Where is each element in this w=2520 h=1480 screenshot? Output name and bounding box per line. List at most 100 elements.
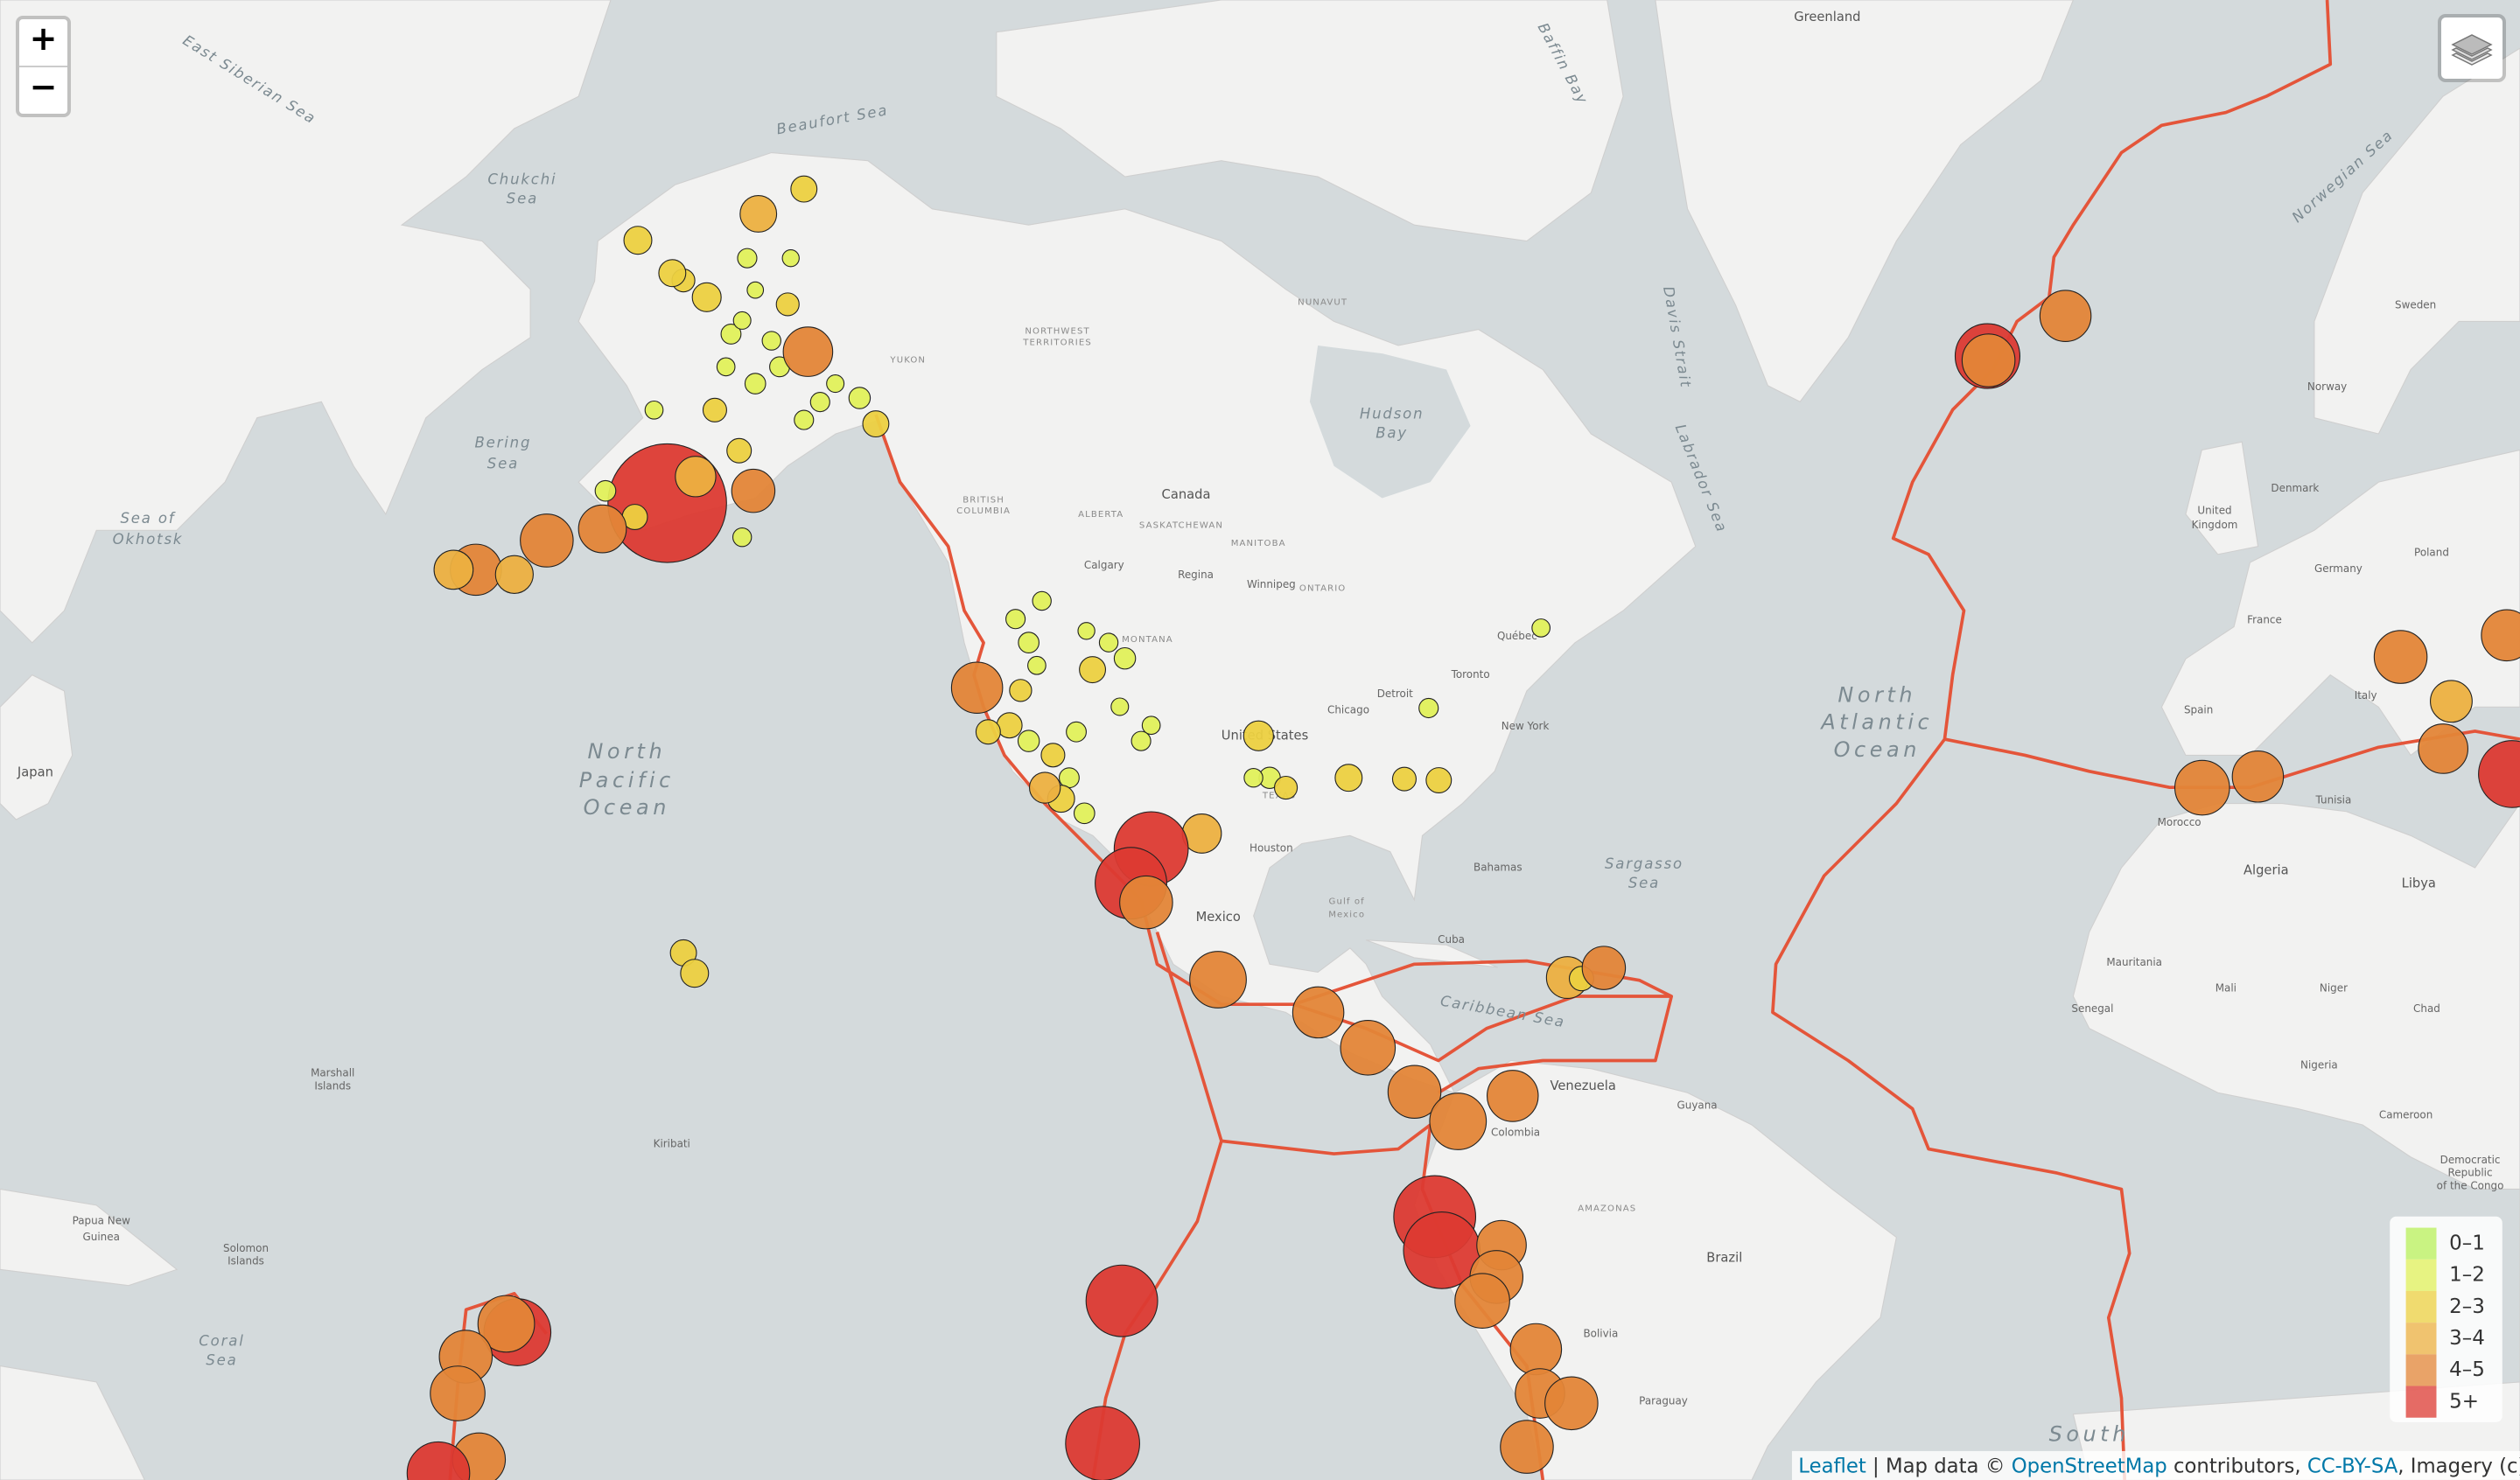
earthquake: [716, 357, 736, 377]
earthquake: [782, 326, 834, 377]
earthquake: [433, 549, 474, 590]
map-label: Gulf of: [1329, 897, 1365, 907]
map-label: Sweden: [2395, 299, 2436, 311]
attribution-text: | Map data ©: [1866, 1455, 2012, 1477]
plate-boundary: [1771, 0, 2333, 1480]
attribution-link[interactable]: OpenStreetMap: [2012, 1455, 2167, 1477]
map-label: Guyana: [1677, 1099, 1718, 1111]
earthquake: [1544, 1376, 1599, 1431]
earthquake: [732, 527, 752, 548]
earthquake: [1018, 632, 1040, 653]
earthquake: [1079, 656, 1107, 684]
earthquake: [2039, 290, 2092, 342]
map-label: MANITOBA: [1231, 539, 1286, 548]
map-label: Papua New: [73, 1215, 130, 1227]
land: [0, 1365, 145, 1480]
map-label: Okhotsk: [113, 531, 184, 548]
legend-label: 5+: [2449, 1390, 2479, 1413]
map-label: Detroit: [1377, 688, 1413, 700]
earthquake: [477, 1295, 536, 1353]
earthquake: [794, 409, 815, 430]
earthquake: [578, 504, 627, 554]
legend: 0–1 1–2 2–3 3–4 4–5 5+: [2390, 1216, 2502, 1422]
earthquake: [761, 331, 781, 351]
map-label: Sea: [206, 1352, 237, 1369]
map-label: COLUMBIA: [956, 506, 1011, 516]
map-label: Sargasso: [1605, 855, 1684, 872]
map-label: MONTANA: [1122, 635, 1173, 645]
map-label: Paraguay: [1639, 1394, 1688, 1407]
earthquake: [1509, 1323, 1563, 1376]
bay: [1309, 345, 1471, 499]
earthquake: [781, 248, 800, 268]
map-label: Guinea: [83, 1231, 120, 1243]
earthquake: [1242, 720, 1274, 751]
earthquake: [790, 175, 818, 203]
earthquake: [1581, 946, 1627, 990]
earthquake: [2231, 750, 2285, 803]
earthquake: [1425, 767, 1452, 794]
land: [2314, 47, 2520, 435]
map-label: Chicago: [1327, 704, 1369, 716]
earthquake: [1119, 875, 1173, 930]
map-label: Denmark: [2271, 482, 2319, 494]
zoom-in[interactable]: +: [29, 19, 58, 58]
map-label: Solomon: [223, 1242, 269, 1254]
map-label: NUNAVUT: [1298, 297, 1348, 307]
map-label: Mexico: [1196, 910, 1241, 925]
zoom-out[interactable]: −: [19, 66, 67, 114]
earthquake: [1334, 764, 1363, 792]
map-label: Coral: [199, 1333, 244, 1350]
legend-swatch: [2405, 1323, 2437, 1355]
plate-boundary: [1091, 931, 1223, 1480]
earthquake: [2478, 740, 2520, 808]
layers-icon: [2451, 34, 2493, 66]
attribution-link[interactable]: Leaflet: [1798, 1455, 1866, 1477]
map-label: Brazil: [1706, 1250, 1742, 1265]
earthquake: [1113, 646, 1137, 670]
earthquake: [644, 400, 664, 420]
map-label: Italy: [2355, 689, 2377, 702]
earthquake: [494, 555, 534, 594]
earthquake: [726, 437, 752, 464]
map-label: Chad: [2413, 1002, 2440, 1015]
earthquake: [744, 373, 766, 394]
earthquake: [826, 374, 845, 394]
map-label: Republic: [2448, 1167, 2493, 1179]
earthquake: [739, 195, 778, 233]
map-label: Québec: [1497, 630, 1537, 642]
map-label: Bay: [1376, 425, 1408, 442]
earthquake: [1028, 771, 1061, 804]
earthquake: [594, 479, 617, 502]
map-label: Sea of: [120, 510, 175, 527]
earthquake: [1189, 951, 1247, 1009]
map-label: Atlantic: [1819, 710, 1933, 735]
land: [0, 674, 74, 820]
map-label: Chukchi: [487, 171, 556, 187]
legend-label: 2–3: [2449, 1295, 2485, 1318]
map-label: Niger: [2320, 981, 2348, 994]
legend-label: 1–2: [2449, 1264, 2485, 1287]
earthquake: [862, 410, 890, 438]
attribution-link[interactable]: CC-BY-SA: [2307, 1455, 2398, 1477]
earthquake: [746, 281, 765, 299]
earthquake: [1077, 622, 1096, 640]
map-label: France: [2247, 614, 2282, 626]
earthquake: [623, 226, 653, 255]
earthquake: [2430, 680, 2473, 723]
map-label: Ocean: [1834, 737, 1921, 762]
land: [996, 0, 1624, 242]
earthquake: [1073, 802, 1096, 825]
earthquake: [1141, 716, 1161, 736]
earthquake: [1009, 679, 1032, 702]
earthquake: [1130, 730, 1152, 751]
map-label: Nigeria: [2300, 1059, 2338, 1072]
earthquake: [1032, 590, 1052, 611]
earthquake: [720, 323, 742, 345]
zoom-control: + −: [16, 16, 71, 117]
earthquake: [520, 513, 574, 568]
layers-control[interactable]: [2438, 14, 2506, 82]
earthquake: [1387, 1065, 1442, 1120]
earthquake: [1065, 1406, 1140, 1480]
